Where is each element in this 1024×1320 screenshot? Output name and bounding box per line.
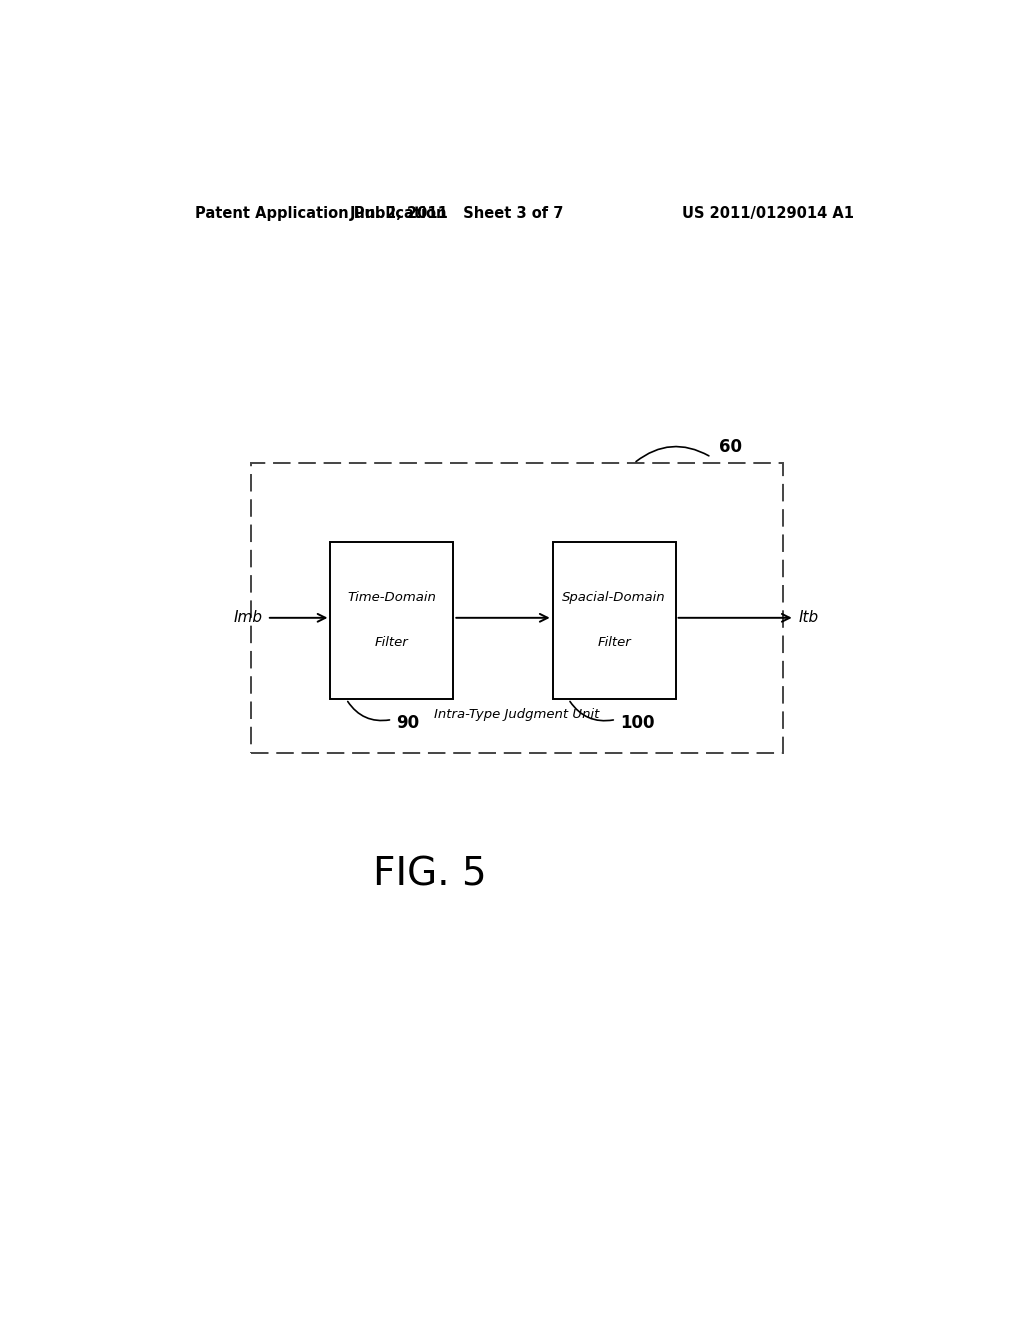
- Text: Filter: Filter: [597, 636, 631, 649]
- Text: 100: 100: [620, 714, 654, 733]
- Text: Imb: Imb: [233, 610, 263, 626]
- Text: Time-Domain: Time-Domain: [347, 591, 436, 605]
- Text: Spacial-Domain: Spacial-Domain: [562, 591, 666, 605]
- Text: Jun. 2, 2011   Sheet 3 of 7: Jun. 2, 2011 Sheet 3 of 7: [350, 206, 564, 222]
- Text: Filter: Filter: [375, 636, 409, 649]
- Text: 60: 60: [719, 438, 742, 455]
- Text: US 2011/0129014 A1: US 2011/0129014 A1: [682, 206, 854, 222]
- Bar: [251, 463, 782, 752]
- Text: Itb: Itb: [799, 610, 819, 626]
- Text: Intra-Type Judgment Unit: Intra-Type Judgment Unit: [434, 708, 599, 721]
- Text: Patent Application Publication: Patent Application Publication: [196, 206, 446, 222]
- Text: FIG. 5: FIG. 5: [373, 855, 486, 894]
- Bar: [553, 541, 676, 700]
- Bar: [331, 541, 454, 700]
- Text: 90: 90: [396, 714, 420, 733]
